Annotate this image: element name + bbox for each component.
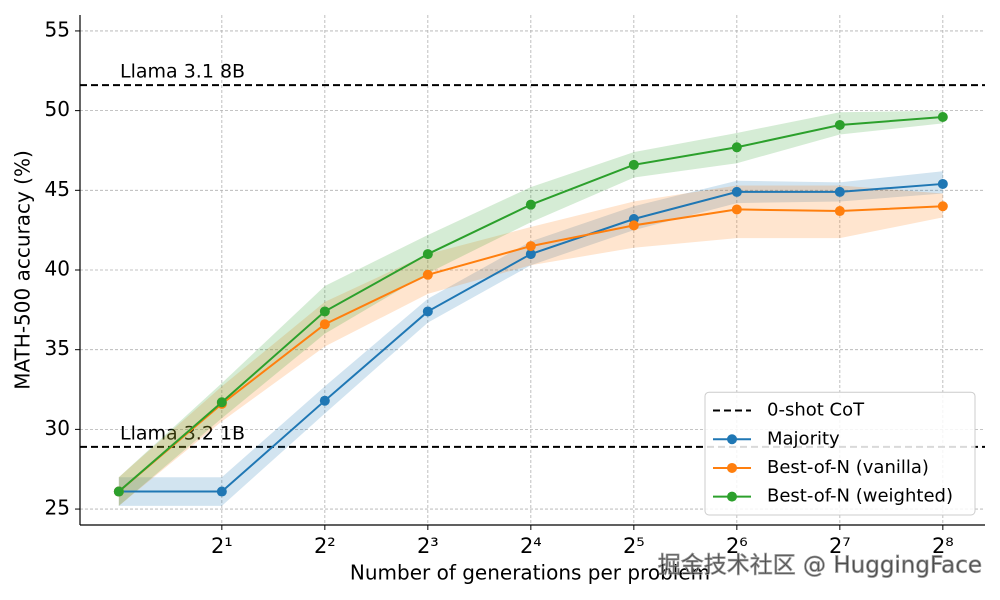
legend-marker <box>727 434 737 445</box>
data-point <box>731 204 742 215</box>
y-tick-label: 40 <box>45 257 70 281</box>
x-tick-label: 2⁵ <box>623 534 645 558</box>
data-point <box>525 249 536 260</box>
y-tick-label: 35 <box>45 336 70 360</box>
legend-marker <box>727 462 737 473</box>
reference-label: Llama 3.1 8B <box>120 61 245 83</box>
y-tick-label: 50 <box>45 97 70 121</box>
data-point <box>628 220 639 231</box>
data-point <box>937 201 948 212</box>
data-point <box>216 397 227 408</box>
data-point <box>422 249 433 260</box>
data-point <box>937 112 948 122</box>
x-tick-label: 2⁸ <box>932 534 954 558</box>
x-tick-label: 2⁴ <box>520 534 542 558</box>
y-axis-label: MATH-500 accuracy (%) <box>11 150 35 390</box>
y-tick-label: 45 <box>45 177 70 201</box>
legend-box <box>704 391 976 516</box>
data-point <box>113 486 124 497</box>
data-point <box>525 199 536 210</box>
data-point <box>834 119 845 130</box>
data-point <box>422 306 433 317</box>
x-tick-label: 2⁶ <box>726 534 748 558</box>
x-tick-label: 2² <box>314 534 336 558</box>
data-point <box>319 395 330 406</box>
confidence-band <box>118 110 943 506</box>
y-tick-label: 55 <box>45 17 70 41</box>
legend-label: Best-of-N (weighted) <box>767 486 953 507</box>
data-point <box>834 186 845 197</box>
legend-label: Best-of-N (vanilla) <box>767 457 929 478</box>
legend-label: Majority <box>767 428 840 449</box>
x-tick-label: 2⁷ <box>829 534 851 558</box>
data-point <box>216 486 227 497</box>
legend-marker <box>727 491 737 502</box>
data-point <box>628 159 639 170</box>
data-point <box>319 306 330 317</box>
data-point <box>422 269 433 280</box>
x-tick-label: 2¹ <box>211 534 233 558</box>
data-point <box>834 206 845 217</box>
watermark: 掘金技术社区 @ HuggingFace <box>658 553 982 579</box>
data-point <box>731 142 742 153</box>
reference-label: Llama 3.2 1B <box>120 422 245 444</box>
x-axis-label: Number of generations per problem <box>350 561 710 585</box>
x-tick-label: 2³ <box>417 534 439 558</box>
data-point <box>525 241 536 252</box>
data-point <box>937 178 948 189</box>
data-point <box>731 186 742 197</box>
data-point <box>319 319 330 330</box>
legend-label: 0-shot CoT <box>767 400 865 421</box>
y-tick-label: 30 <box>45 416 70 440</box>
y-tick-label: 25 <box>45 496 70 520</box>
